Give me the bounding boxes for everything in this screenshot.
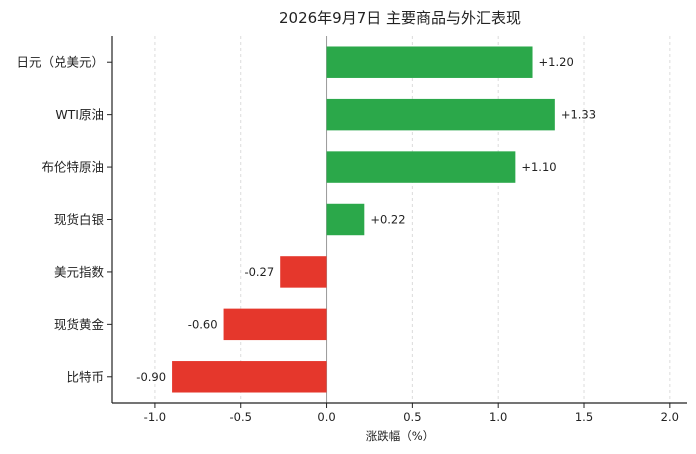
bar (280, 256, 327, 288)
chart-title: 2026年9月7日 主要商品与外汇表现 (279, 9, 521, 27)
data-label: -0.27 (244, 265, 274, 279)
data-label: +1.10 (521, 160, 556, 174)
bar (172, 361, 327, 393)
category-label: 现货白银 (54, 212, 105, 227)
bar (223, 308, 327, 341)
axes (107, 36, 687, 408)
x-tick-label: 1.0 (489, 410, 507, 424)
x-tick-label: 1.5 (575, 410, 593, 424)
bar (326, 203, 365, 236)
grid (154, 36, 671, 403)
data-label: +1.33 (561, 108, 596, 122)
x-tick-label: 0.0 (317, 410, 335, 424)
category-label: 美元指数 (54, 264, 105, 279)
data-label: -0.90 (136, 370, 166, 384)
labels: -1.0 -0.5 0.0 0.5 1.0 1.5 2.0 日元（兑美元） +1.20 WTI原油… (16, 55, 678, 424)
x-tick-label: 0.5 (403, 410, 421, 424)
bar (326, 151, 516, 183)
category-label: 布伦特原油 (41, 160, 104, 175)
category-label: 现货黄金 (54, 317, 105, 332)
bar (326, 46, 533, 78)
x-axis-label: 涨跌幅（%） (366, 429, 434, 443)
data-label: -0.60 (188, 317, 218, 331)
x-tick-label: 2.0 (661, 410, 679, 424)
data-label: +0.22 (370, 213, 405, 227)
category-label: WTI原油 (55, 107, 104, 122)
x-tick-label: -0.5 (230, 410, 252, 424)
x-tick-label: -1.0 (144, 410, 166, 424)
category-label: 比特币 (66, 369, 104, 384)
bars (172, 46, 555, 393)
data-label: +1.20 (539, 55, 574, 69)
category-label: 日元（兑美元） (16, 55, 104, 70)
bar (326, 98, 555, 131)
